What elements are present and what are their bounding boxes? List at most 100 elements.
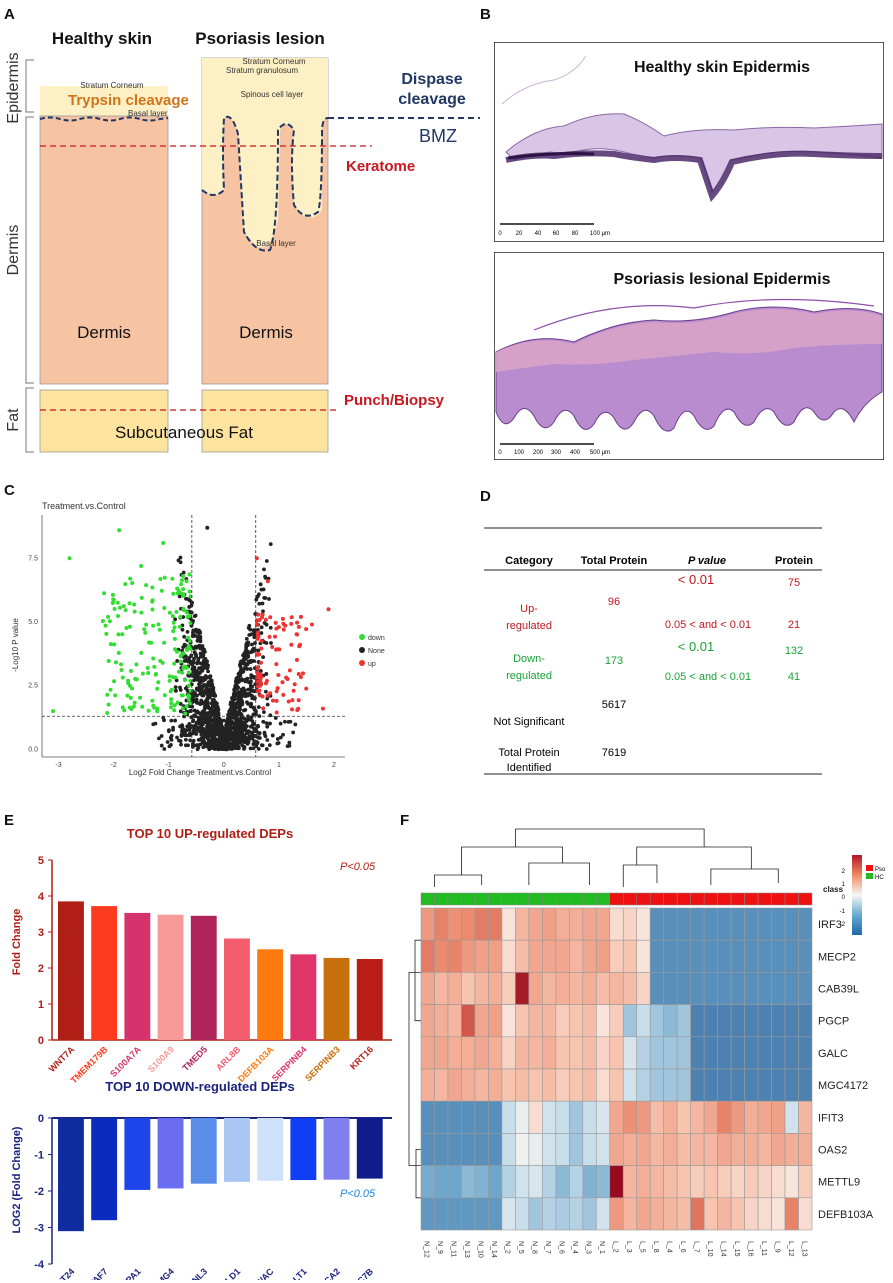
heatmap-cell xyxy=(676,1197,691,1231)
volcano-point-none xyxy=(241,736,246,740)
heatmap-cell xyxy=(784,1100,799,1134)
heatmap-cell xyxy=(744,1004,759,1038)
heatmap-row-label: CAB39L xyxy=(818,984,859,996)
column-dendrogram-branch xyxy=(528,862,590,885)
volcano-point-up xyxy=(263,617,268,622)
volcano-point-down xyxy=(123,582,128,587)
volcano-point-down xyxy=(151,623,156,628)
psoriasis-stratum-granulosum: Stratum granulosum xyxy=(226,66,298,75)
epidermis-bracket xyxy=(25,59,34,113)
heatmap-cell xyxy=(501,1197,516,1231)
ns-total: 5617 xyxy=(602,699,626,711)
dispase-cleavage-label: Dispase cleavage xyxy=(398,71,466,108)
volcano-point-none xyxy=(205,743,209,748)
heatmap-cell xyxy=(757,1036,772,1070)
volcano-point-down xyxy=(132,602,137,607)
class-bar-cell xyxy=(649,892,664,906)
volcano-point-none xyxy=(203,706,208,710)
heatmap-cell xyxy=(784,1133,799,1166)
volcano-point-none xyxy=(246,701,250,706)
heatmap-cell xyxy=(501,972,516,1005)
class-bar-cell xyxy=(474,892,489,906)
volcano-point-down xyxy=(106,659,111,664)
volcano-point-none xyxy=(193,723,198,728)
volcano-point-none xyxy=(203,701,208,706)
volcano-point-down xyxy=(103,623,108,628)
heatmap-cell xyxy=(501,907,516,941)
volcano-point-down xyxy=(184,704,189,709)
heatmap-cell xyxy=(757,1165,772,1199)
down-bar xyxy=(257,1118,284,1181)
heatmap-cell xyxy=(542,1197,557,1231)
volcano-point-down xyxy=(170,614,175,619)
volcano-point-none xyxy=(159,734,164,738)
legend-none-dot xyxy=(359,647,365,653)
psoriasis-histology-title: Psoriasis lesional Epidermis xyxy=(614,271,831,288)
heatmap-cell xyxy=(501,1100,516,1134)
volcano-point-up xyxy=(265,579,270,584)
volcano-point-none xyxy=(263,689,268,694)
down-n1: 132 xyxy=(785,645,803,657)
volcano-ytick: 0.0 xyxy=(28,746,38,753)
heatmap-cell xyxy=(488,972,503,1005)
heatmap-cell xyxy=(690,1165,705,1199)
volcano-point-down xyxy=(179,578,184,583)
volcano-point-down xyxy=(172,636,177,641)
heatmap-cell xyxy=(569,1197,584,1231)
heatmap-cell xyxy=(447,1100,462,1134)
volcano-point-none xyxy=(180,627,185,632)
volcano-point-down xyxy=(108,687,113,692)
volcano-point-down xyxy=(116,650,121,655)
heatmap-cell xyxy=(798,1100,813,1134)
volcano-point-none xyxy=(195,743,200,747)
volcano-point-none xyxy=(191,718,196,723)
heatmap-cell xyxy=(569,1036,584,1070)
volcano-point-down xyxy=(186,683,191,688)
heatmap-column-labels: N_12 N_9 N_11 N_13 N_10 N_14 N_2 N_5 N_8 N_7 N_6 N_… xyxy=(423,1241,808,1258)
volcano-point-up xyxy=(276,673,281,678)
column-dendrogram-root xyxy=(514,828,705,847)
up-chart-ylabel: Fold Change xyxy=(11,909,23,976)
volcano-point-down xyxy=(177,624,182,629)
volcano-point-none xyxy=(176,558,181,563)
heatmap-cell xyxy=(784,1068,799,1102)
heatmap-cell xyxy=(744,1197,759,1231)
volcano-point-down xyxy=(123,608,128,613)
volcano-point-up xyxy=(259,660,264,665)
volcano-point-none xyxy=(199,711,204,716)
class-bar-cell xyxy=(703,892,718,906)
heatmap-cell xyxy=(609,972,624,1005)
volcano-point-none xyxy=(223,729,228,734)
volcano-point-none xyxy=(256,648,261,653)
up-p2: 0.05 < and < 0.01 xyxy=(665,619,751,631)
volcano-point-none xyxy=(211,717,216,722)
down-bar xyxy=(224,1118,250,1182)
volcano-point-none xyxy=(256,705,261,709)
volcano-point-none xyxy=(238,662,242,667)
volcano-point-none xyxy=(206,669,210,674)
volcano-point-none xyxy=(235,712,240,717)
volcano-point-none xyxy=(179,742,183,747)
volcano-point-up xyxy=(255,652,260,657)
volcano-point-none xyxy=(267,597,271,601)
volcano-point-none xyxy=(249,724,253,729)
heatmap-cell xyxy=(595,1068,611,1102)
volcano-point-none xyxy=(238,701,243,706)
heatmap-cell xyxy=(515,1100,530,1134)
up-bar xyxy=(356,959,383,1040)
volcano-point-none xyxy=(226,739,231,744)
volcano-point-none xyxy=(253,612,258,616)
heatmap-cell xyxy=(771,1004,786,1038)
heatmap-cell xyxy=(595,1133,611,1166)
heatmap-cell xyxy=(771,1197,786,1231)
volcano-point-up xyxy=(274,662,279,667)
heatmap-cell xyxy=(636,1004,651,1038)
psoriasis-scale-tick-5: 500 μm xyxy=(590,450,610,456)
volcano-point-up xyxy=(274,689,279,694)
volcano-point-none xyxy=(204,733,209,738)
heatmap-cell xyxy=(730,1197,745,1231)
down-n2: 41 xyxy=(788,671,800,683)
volcano-point-none xyxy=(191,738,196,743)
tp-category: Total Protein Identified xyxy=(498,747,559,774)
volcano-point-none xyxy=(237,696,242,701)
